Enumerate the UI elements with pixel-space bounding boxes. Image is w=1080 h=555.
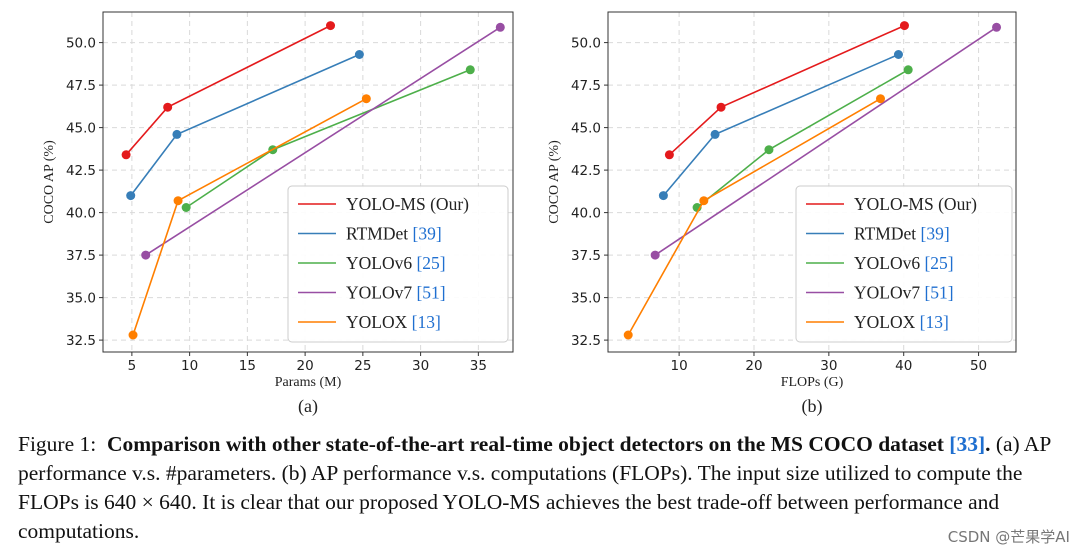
y-tick-label: 40.0 (66, 206, 96, 222)
data-point (128, 330, 138, 340)
data-point (764, 145, 774, 155)
y-tick-label: 45.0 (66, 121, 96, 137)
legend-box (287, 185, 509, 343)
data-point (141, 250, 151, 260)
series-line-yolov7 (145, 26, 501, 256)
legend-ref[interactable]: [25] (416, 253, 445, 273)
y-tick-label: 35.0 (66, 291, 96, 307)
y-tick-label: 32.5 (571, 333, 601, 349)
legend-label: RTMDet [39] (346, 224, 442, 244)
caption-bold-text: Comparison with other state-of-the-art r… (106, 432, 991, 456)
legend-label: YOLOv7 [51] (854, 283, 954, 303)
y-tick-label: 37.5 (571, 248, 601, 264)
y-tick-label: 42.5 (66, 163, 96, 179)
figure-charts: 5 10 15 20 25 30 35 32.5 35.0 37.5 40.0 42.5 45.0 47.… (42, 11, 1017, 417)
legend-ref[interactable]: [25] (924, 253, 953, 273)
y-tick-label: 47.5 (66, 78, 96, 94)
x-tick-label: 25 (354, 358, 371, 374)
series-line-rtmdet (662, 53, 899, 197)
series-line-yolo-ms-our- (668, 24, 905, 156)
data-point (495, 22, 505, 32)
data-point (361, 94, 371, 104)
legend-label: YOLOX [13] (854, 312, 949, 332)
data-point (899, 21, 909, 31)
y-axis-label: COCO AP (%) (547, 140, 562, 224)
y-tick-label: 35.0 (571, 291, 601, 307)
x-tick-label: 40 (895, 358, 912, 374)
legend-label: RTMDet [39] (854, 224, 950, 244)
legend-label: YOLO-MS (Our) (346, 194, 469, 214)
data-point (903, 65, 913, 75)
series-line-rtmdet (130, 53, 360, 197)
x-tick-label: 30 (412, 358, 429, 374)
x-tick-label: 20 (745, 358, 762, 374)
x-tick-label: 10 (181, 358, 198, 374)
y-tick-label: 45.0 (571, 121, 601, 137)
legend-label: YOLOv6 [25] (346, 253, 446, 273)
plot-frame (607, 11, 1017, 353)
y-tick-label: 42.5 (571, 163, 601, 179)
x-tick-label: 15 (239, 358, 256, 374)
data-point (173, 196, 183, 206)
data-point (710, 129, 720, 139)
data-point (354, 50, 364, 59)
legend-label: YOLOv7 [51] (346, 283, 446, 303)
y-tick-label: 32.5 (66, 333, 96, 349)
legend-ref[interactable]: [39] (413, 224, 442, 244)
legend-ref[interactable]: [39] (921, 224, 950, 244)
x-tick-label: 20 (297, 358, 314, 374)
data-point (623, 330, 633, 340)
x-tick-label: 5 (128, 358, 137, 374)
data-point (664, 150, 674, 160)
y-axis-label: COCO AP (%) (42, 140, 57, 224)
legend-ref[interactable]: [13] (412, 312, 441, 332)
chart-panel-b: 10 20 30 40 50 32.5 35.0 37.5 40.0 42.5 45.0 47.5 50… (547, 11, 1017, 417)
legend-ref[interactable]: [13] (920, 312, 949, 332)
legend-label: YOLO-MS (Our) (854, 194, 977, 214)
series-line-yolov7 (654, 26, 997, 256)
panel-label: (b) (802, 396, 823, 417)
legend-ref[interactable]: [51] (416, 283, 445, 303)
legend-label: YOLOv6 [25] (854, 253, 954, 273)
data-point (181, 203, 191, 212)
y-tick-label: 37.5 (66, 248, 96, 264)
data-point (163, 102, 173, 112)
data-point (716, 102, 726, 112)
caption-body-text: (a) AP performance v.s. #parameters. (b)… (18, 432, 1051, 543)
data-point (172, 129, 182, 139)
x-axis-label: FLOPs (G) (781, 375, 844, 390)
data-point (650, 250, 660, 260)
y-tick-label: 50.0 (66, 36, 96, 52)
data-point (326, 21, 336, 31)
legend-ref[interactable]: [51] (924, 283, 953, 303)
legend-label: YOLOX [13] (346, 312, 441, 332)
x-tick-label: 35 (470, 358, 487, 374)
data-point (126, 191, 136, 201)
legend-box (795, 185, 1013, 343)
chart-panel-a: 5 10 15 20 25 30 35 32.5 35.0 37.5 40.0 42.5 45.0 47.… (42, 11, 514, 417)
data-point (875, 94, 885, 104)
x-tick-label: 50 (970, 358, 987, 374)
data-point (121, 150, 131, 160)
watermark: CSDN @芒果学AI (947, 528, 1070, 546)
caption-figure-label: Figure 1: (18, 432, 97, 456)
data-point (465, 65, 475, 75)
plot-frame (102, 11, 514, 353)
data-point (893, 50, 903, 59)
caption-ref-link[interactable]: [33] (949, 432, 986, 456)
x-tick-label: 10 (671, 358, 688, 374)
data-point (992, 22, 1002, 32)
y-tick-label: 50.0 (571, 36, 601, 52)
panel-label: (a) (298, 396, 318, 417)
x-axis-label: Params (M) (275, 375, 342, 390)
x-tick-label: 30 (820, 358, 837, 374)
y-tick-label: 47.5 (571, 78, 601, 94)
data-point (658, 191, 668, 201)
data-point (699, 196, 709, 206)
y-tick-label: 40.0 (571, 206, 601, 222)
figure-caption: Figure 1: Comparison with other state-of… (18, 430, 1068, 546)
